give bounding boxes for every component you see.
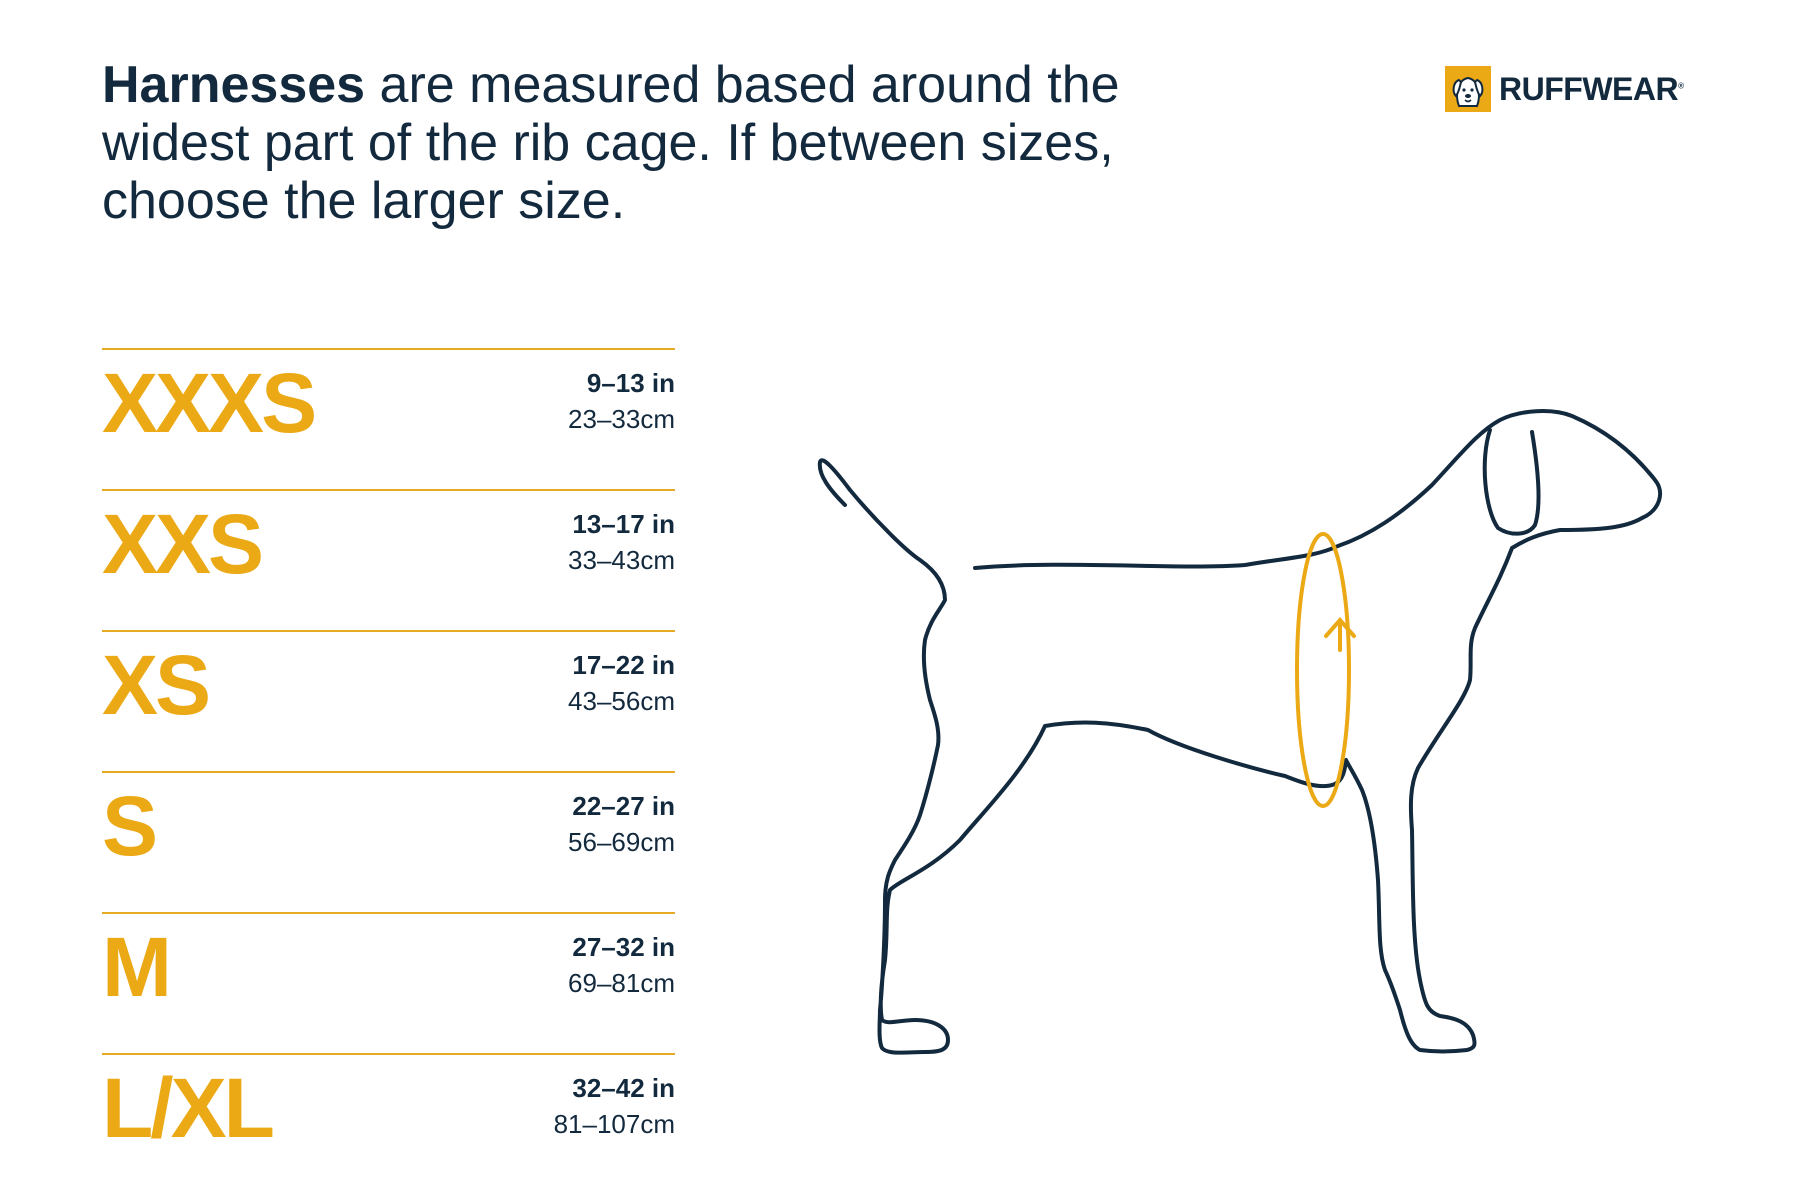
size-centimeters: 56–69cm — [568, 827, 675, 857]
size-centimeters: 81–107cm — [553, 1109, 675, 1139]
size-centimeters: 23–33cm — [568, 404, 675, 434]
size-label: M — [102, 920, 172, 1014]
girth-measurement-loop-icon — [1295, 532, 1356, 808]
size-label: XXS — [102, 497, 264, 591]
size-inches: 9–13 in — [586, 368, 675, 398]
brand-name: RUFFWEAR — [1499, 70, 1679, 107]
size-label: S — [102, 779, 158, 873]
dog-outline-icon — [817, 409, 1663, 1055]
size-label: L/XL — [102, 1061, 275, 1155]
size-inches: 13–17 in — [572, 509, 675, 539]
size-centimeters: 43–56cm — [568, 686, 675, 716]
size-row-xxxs: XXXS 9–13 in 23–33cm — [102, 348, 675, 489]
size-inches: 32–42 in — [572, 1073, 675, 1103]
size-row-l-xl: L/XL 32–42 in 81–107cm — [102, 1053, 675, 1194]
dog-face-logo-icon — [1445, 66, 1491, 112]
ruffwear-logo: RUFFWEAR® — [1445, 66, 1684, 112]
size-table: XXXS 9–13 in 23–33cm XXS 13–17 in 33–43c… — [102, 348, 675, 1194]
size-row-m: M 27–32 in 69–81cm — [102, 912, 675, 1053]
size-row-s: S 22–27 in 56–69cm — [102, 771, 675, 912]
brand-wordmark: RUFFWEAR® — [1499, 70, 1684, 108]
size-row-xxs: XXS 13–17 in 33–43cm — [102, 489, 675, 630]
headline-bold: Harnesses — [102, 56, 366, 114]
page-headline: Harnesses are measured based around the … — [102, 56, 1182, 230]
size-inches: 22–27 in — [572, 791, 675, 821]
size-row-xs: XS 17–22 in 43–56cm — [102, 630, 675, 771]
size-inches: 27–32 in — [572, 932, 675, 962]
size-centimeters: 33–43cm — [568, 545, 675, 575]
size-label: XS — [102, 638, 211, 732]
headline-rest: are measured based around the widest par… — [102, 56, 1120, 230]
size-centimeters: 69–81cm — [568, 968, 675, 998]
size-inches: 17–22 in — [572, 650, 675, 680]
brand-registered-mark: ® — [1678, 80, 1684, 90]
size-label: XXXS — [102, 356, 317, 450]
